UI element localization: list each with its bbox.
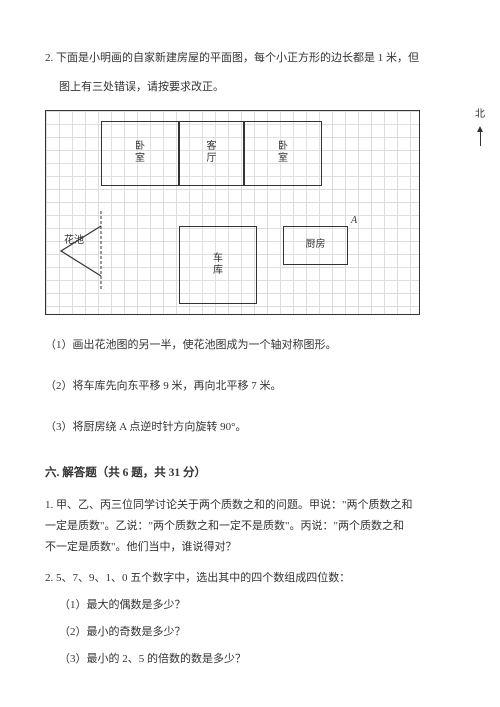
north-arrow-stem (480, 132, 481, 146)
north-label: 北 (475, 109, 485, 120)
section6-q1: 1. 甲、乙、丙三位同学讨论关于两个质数之和的问题。甲说："两个质数之和 一定是… (45, 495, 455, 558)
s6-q2-sub2: （2）最小的奇数是多少？ (45, 622, 455, 643)
section6-q2: 2. 5、7、9、1、0 五个数字中，选出其中的四个数组成四位数： （1）最大的… (45, 568, 455, 670)
bedroom-right-label: 卧 室 (278, 141, 288, 165)
garage-label: 车 库 (213, 253, 223, 277)
section6-heading: 六. 解答题（共 6 题，共 31 分） (45, 463, 455, 485)
kitchen-label: 厨房 (306, 239, 326, 251)
room-living: 客 厅 (179, 121, 244, 186)
s6-q2-stem: 2. 5、7、9、1、0 五个数字中，选出其中的四个数组成四位数： (45, 568, 455, 589)
room-bedroom-left: 卧 室 (101, 121, 179, 186)
s6-q1-l1: 1. 甲、乙、丙三位同学讨论关于两个质数之和的问题。甲说："两个质数之和 (45, 495, 455, 516)
north-indicator: 北 (475, 105, 485, 146)
flower-triangle (46, 201, 126, 301)
s6-q1-l3: 不一定是质数"。他们当中，谁说得对？ (45, 537, 455, 558)
q2-line2: 图上有三处错误，请按要求改正。 (45, 77, 455, 98)
q2-sub2: （2）将车库先向东平移 9 米，再向北平移 7 米。 (45, 376, 455, 397)
floorplan-diagram: 北 卧 室 客 厅 卧 室 车 库 厨房 A 花池 (45, 110, 455, 315)
point-a: A (351, 211, 357, 230)
s6-q1-l2: 一定是质数"。乙说："两个质数之和一定不是质数"。丙说："两个质数之和 (45, 516, 455, 537)
bedroom-left-label: 卧 室 (135, 141, 145, 165)
q2-sub1: （1）画出花池图的另一半，使花池图成为一个轴对称图形。 (45, 335, 455, 356)
room-bedroom-right: 卧 室 (244, 121, 322, 186)
s6-q2-sub3: （3）最小的 2、5 的倍数的数是多少？ (45, 649, 455, 670)
q2-line1: 2. 下面是小明画的自家新建房屋的平面图，每个小正方形的边长都是 1 米，但 (45, 48, 455, 69)
room-garage: 车 库 (179, 226, 257, 304)
diagram-border: 卧 室 客 厅 卧 室 车 库 厨房 A 花池 (45, 110, 420, 315)
q2-sub3: （3）将厨房绕 A 点逆时针方向旋转 90°。 (45, 417, 455, 438)
triangle-half (61, 226, 101, 276)
room-kitchen: 厨房 (283, 226, 348, 265)
living-label: 客 厅 (207, 141, 217, 165)
s6-q2-sub1: （1）最大的偶数是多少？ (45, 595, 455, 616)
